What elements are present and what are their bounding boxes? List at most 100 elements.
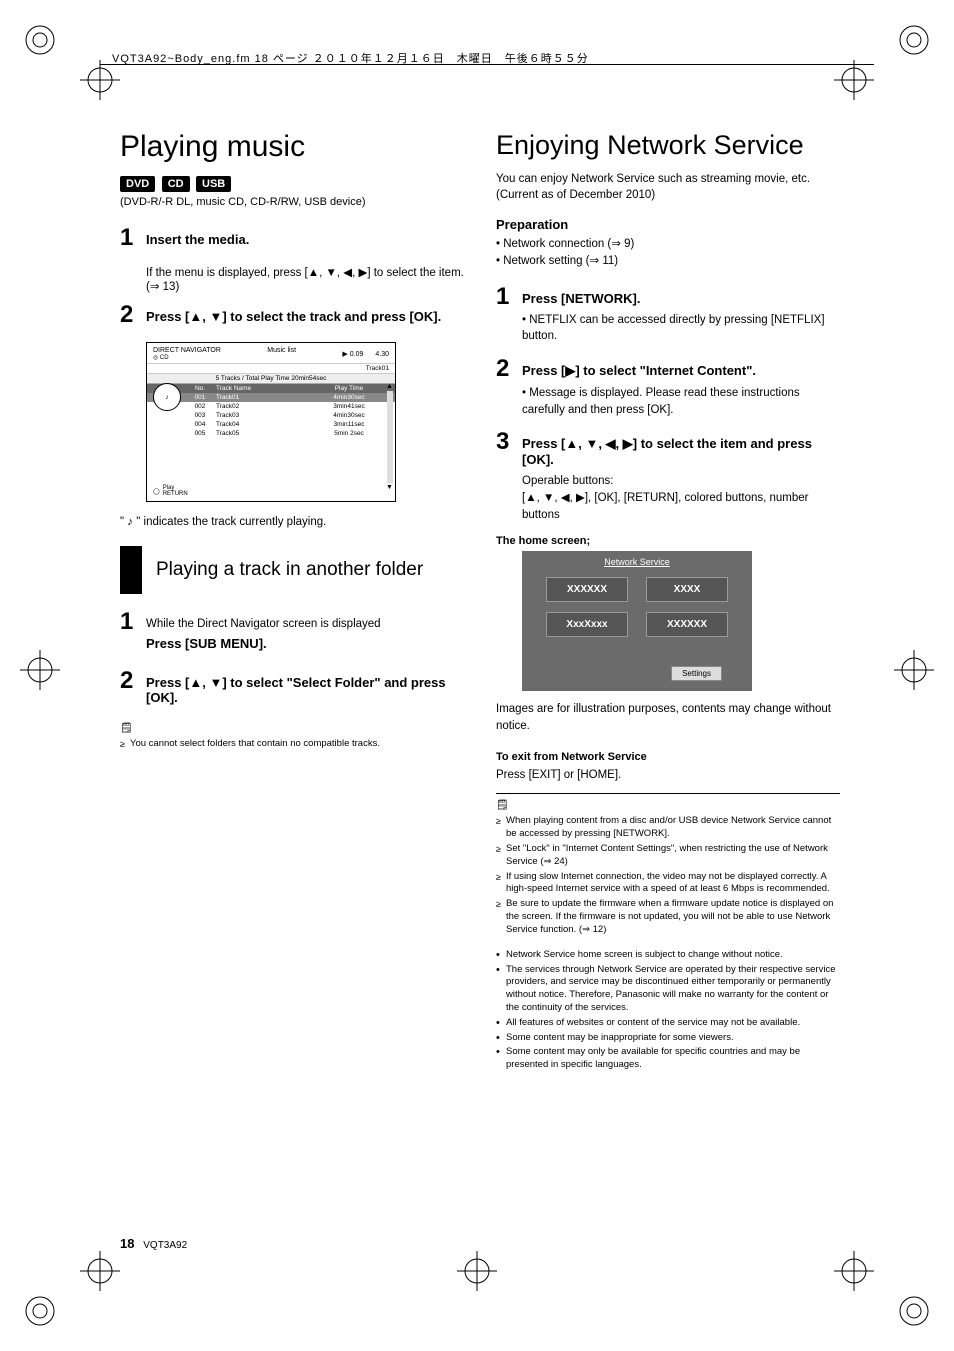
music-footer: ◯ Play RETURN <box>153 485 188 497</box>
crosshair-tr <box>834 60 874 100</box>
operable-buttons: [▲, ▼, ◀, ▶], [OK], [RETURN], colored bu… <box>522 490 840 523</box>
page-number: 18 <box>120 1236 134 1251</box>
prep-item: Network setting (⇒ 11) <box>496 253 840 270</box>
step-title: Press [NETWORK]. <box>522 291 840 306</box>
left-title: Playing music <box>120 130 464 164</box>
step-bullet: • NETFLIX can be accessed directly by pr… <box>522 312 840 345</box>
home-tile: XxxXxxx <box>546 612 628 637</box>
crosshair-mr <box>894 650 934 690</box>
col-name: Track Name <box>213 384 303 393</box>
footer-code: VQT3A92 <box>143 1240 187 1251</box>
folder-step-1: 1 While the Direct Navigator screen is d… <box>120 610 464 658</box>
step-title: Press [▲, ▼, ◀, ▶] to select the item an… <box>522 436 840 467</box>
left-step-1: 1 Insert the media. <box>120 226 464 253</box>
note-icon: ♪ <box>127 516 133 528</box>
folder-step1-text: While the Direct Navigator screen is dis… <box>146 616 464 633</box>
section-folder-title: Playing a track in another folder <box>120 546 464 594</box>
folder-step1-bold: Press [SUB MENU]. <box>146 636 464 651</box>
note-item: Some content may only be available for s… <box>496 1046 840 1072</box>
exit-text: Press [EXIT] or [HOME]. <box>496 767 840 784</box>
badge-usb: USB <box>196 176 231 192</box>
step-number: 3 <box>496 430 514 523</box>
left-step-2: 2 Press [▲, ▼] to select the track and p… <box>120 303 464 330</box>
nav-label: DIRECT NAVIGATOR <box>153 347 221 354</box>
step-number: 2 <box>120 303 138 330</box>
left-column: Playing music DVD CD USB (DVD-R/-R DL, m… <box>120 130 464 1074</box>
left-notes: You cannot select folders that contain n… <box>120 738 464 751</box>
track-summary: 5 Tracks / Total Play Time 20min54sec <box>147 374 395 384</box>
exit-heading: To exit from Network Service <box>496 751 840 763</box>
music-list-screenshot: DIRECT NAVIGATOR ◎ CD Music list ▶ 0.09 … <box>146 342 396 502</box>
step-bullet: • Message is displayed. Please read thes… <box>522 385 840 418</box>
notes-group-b: Network Service home screen is subject t… <box>496 949 840 1072</box>
col-no: No. <box>187 384 213 393</box>
scrollbar <box>387 391 393 483</box>
note-item: If using slow Internet connection, the v… <box>496 871 840 897</box>
table-row: ♪001Track014min30sec <box>147 393 395 402</box>
step-number: 1 <box>496 285 514 345</box>
note-icon: 🗒 <box>120 723 464 734</box>
home-top-label: Network Service <box>522 551 752 567</box>
note-icon: 🗒 <box>496 800 840 811</box>
home-settings-button: Settings <box>671 666 722 681</box>
home-tile: XXXXXX <box>546 577 628 602</box>
page-footer: 18 VQT3A92 <box>120 1236 187 1251</box>
step1-text: If the menu is displayed, press [▲, ▼, ◀… <box>146 265 464 293</box>
note-item: Some content may be inappropriate for so… <box>496 1032 840 1045</box>
badge-cd: CD <box>162 176 190 192</box>
note-item: You cannot select folders that contain n… <box>120 738 464 751</box>
folder-step-2: 2 Press [▲, ▼] to select "Select Folder"… <box>120 669 464 711</box>
crosshair-br <box>834 1251 874 1291</box>
right-title: Enjoying Network Service <box>496 130 840 161</box>
table-row: 005Track055min 2sec <box>147 429 395 438</box>
step-number: 1 <box>120 610 138 658</box>
right-column: Enjoying Network Service You can enjoy N… <box>496 130 840 1074</box>
preparation-list: Network connection (⇒ 9) Network setting… <box>496 236 840 271</box>
badge-dvd: DVD <box>120 176 155 192</box>
notes-group-a: When playing content from a disc and/or … <box>496 815 840 936</box>
step-title: Press [▶] to select "Internet Content". <box>522 363 840 379</box>
elapsed: ▶ 0.09 <box>342 350 363 358</box>
step-title: Insert the media. <box>146 232 464 247</box>
note-item: Network Service home screen is subject t… <box>496 949 840 962</box>
preparation-heading: Preparation <box>496 217 840 232</box>
header-meta: VQT3A92~Body_eng.fm 18 ページ ２０１０年１２月１６日 木… <box>112 50 589 66</box>
reg-mark-tr <box>894 20 934 60</box>
reg-mark-bl <box>20 1291 60 1331</box>
divider <box>496 793 840 794</box>
playing-caption: " ♪ " indicates the track currently play… <box>120 516 464 528</box>
folder-step2-title: Press [▲, ▼] to select "Select Folder" a… <box>146 675 464 705</box>
note-item: Be sure to update the firmware when a fi… <box>496 898 840 936</box>
col-time: Play Time <box>303 384 395 393</box>
image-note: Images are for illustration purposes, co… <box>496 701 840 734</box>
media-badges: DVD CD USB <box>120 174 464 192</box>
crosshair-bl <box>80 1251 120 1291</box>
music-list-label: Music list <box>267 347 296 361</box>
badge-subtitle: (DVD-R/-R DL, music CD, CD-R/RW, USB dev… <box>120 196 464 208</box>
note-item: Set "Lock" in "Internet Content Settings… <box>496 843 840 869</box>
home-tile: XXXX <box>646 577 728 602</box>
right-step-1: 1 Press [NETWORK]. • NETFLIX can be acce… <box>496 285 840 345</box>
table-row: 003Track034min30sec <box>147 411 395 420</box>
crosshair-bc <box>457 1251 497 1291</box>
current-track: Track01 <box>366 365 389 372</box>
home-screen-screenshot: Network Service XXXXXX XXXX XxxXxxx XXXX… <box>522 551 752 691</box>
right-step-3: 3 Press [▲, ▼, ◀, ▶] to select the item … <box>496 430 840 523</box>
right-step-2: 2 Press [▶] to select "Internet Content"… <box>496 357 840 418</box>
step-number: 2 <box>120 669 138 711</box>
total: 4.30 <box>375 351 389 358</box>
table-row: 002Track023min41sec <box>147 402 395 411</box>
step-number: 1 <box>120 226 138 253</box>
right-intro: You can enjoy Network Service such as st… <box>496 171 840 203</box>
table-row: 004Track043min11sec <box>147 420 395 429</box>
prep-item: Network connection (⇒ 9) <box>496 236 840 253</box>
note-item: When playing content from a disc and/or … <box>496 815 840 841</box>
operable-label: Operable buttons: <box>522 473 840 490</box>
note-item: All features of websites or content of t… <box>496 1017 840 1030</box>
crosshair-ml <box>20 650 60 690</box>
note-item: The services through Network Service are… <box>496 964 840 1015</box>
nav-sub: CD <box>160 355 169 361</box>
crosshair-tl <box>80 60 120 100</box>
disc-icon: ♪ <box>153 383 181 411</box>
home-screen-heading: The home screen; <box>496 535 840 547</box>
